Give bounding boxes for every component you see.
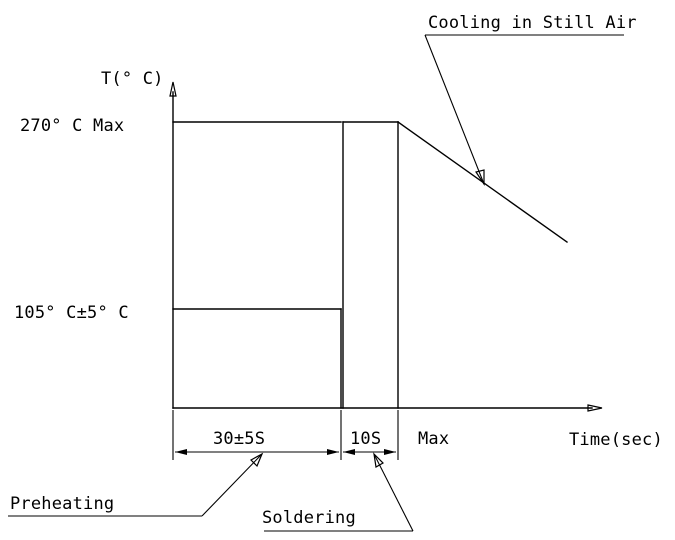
soldering-callout: Soldering — [262, 508, 356, 528]
soldering-leader — [264, 452, 414, 532]
cooling-leader — [424, 34, 624, 186]
solder-dimension — [343, 410, 399, 460]
cooling-callout: Cooling in Still Air — [428, 13, 637, 33]
preheating-callout: Preheating — [10, 494, 114, 514]
preheat-dimension — [172, 410, 342, 460]
y-axis-label: T(° C) — [101, 69, 164, 89]
preheat-zone — [172, 308, 342, 409]
x-axis — [172, 404, 603, 412]
solder-duration-suffix: Max — [418, 429, 449, 449]
temp-max-label: 270° C Max — [20, 116, 124, 136]
y-axis — [169, 81, 177, 409]
temp-preheat-label: 105° C±5° C — [14, 303, 129, 323]
solder-duration-label: 10S — [350, 429, 381, 449]
preheating-leader — [8, 452, 264, 517]
x-axis-label: Time(sec) — [569, 430, 663, 450]
preheat-duration-label: 30±5S — [213, 429, 265, 449]
soldering-zone — [342, 121, 399, 409]
